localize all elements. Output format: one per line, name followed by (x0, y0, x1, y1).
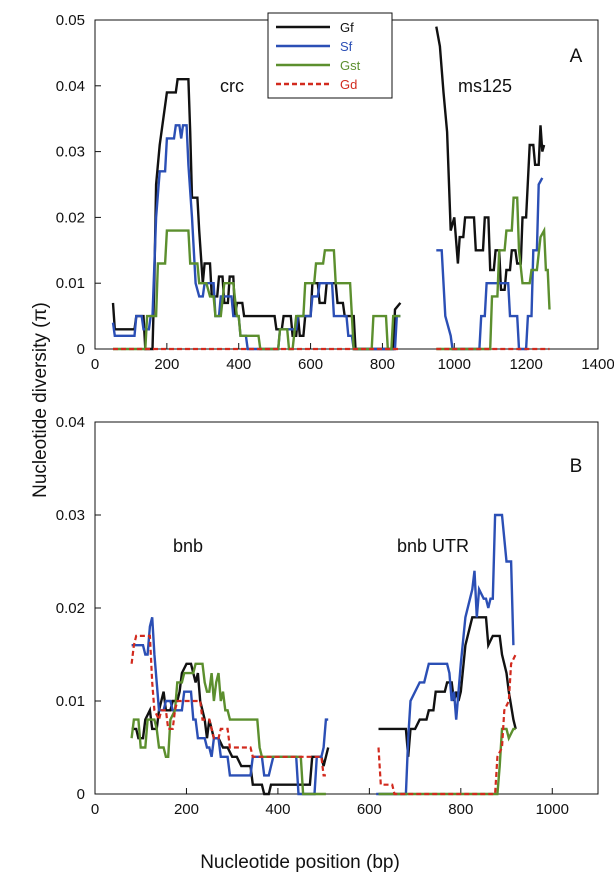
annotation-label: bnb UTR (397, 536, 469, 556)
y-tick-label: 0.04 (56, 414, 85, 431)
series-line-sf (376, 513, 515, 796)
annotation-label: crc (220, 76, 244, 96)
y-axis-title: Nucleotide diversity (π) (30, 302, 51, 498)
x-tick-label: 800 (370, 356, 395, 373)
x-tick-label: 400 (265, 801, 290, 818)
y-tick-label: 0.03 (56, 144, 85, 161)
y-tick-label: 0.01 (56, 693, 85, 710)
x-tick-label: 600 (357, 801, 382, 818)
legend-label-gst: Gst (340, 58, 361, 73)
series-line-gf (435, 26, 546, 291)
x-tick-label: 1000 (536, 801, 569, 818)
x-tick-label: 1000 (438, 356, 471, 373)
annotation-label: bnb (173, 536, 203, 556)
legend-label-sf: Sf (340, 39, 353, 54)
panel-label: B (570, 456, 583, 477)
y-tick-label: 0.02 (56, 600, 85, 617)
series-line-gst (436, 196, 551, 351)
series-line-gst (130, 662, 326, 796)
legend-label-gf: Gf (340, 20, 354, 35)
x-tick-label: 1400 (581, 356, 614, 373)
y-tick-label: 0 (77, 786, 85, 803)
x-tick-label: 0 (91, 801, 99, 818)
y-tick-label: 0.04 (56, 78, 85, 95)
legend: Gf Sf Gst Gd (267, 12, 393, 99)
series-line-gd (377, 654, 517, 796)
x-tick-label: 1200 (509, 356, 542, 373)
legend-box (267, 12, 393, 99)
panel-label: A (570, 46, 583, 67)
y-tick-label: 0.03 (56, 507, 85, 524)
x-tick-label: 600 (298, 356, 323, 373)
y-tick-label: 0.02 (56, 209, 85, 226)
y-tick-label: 0.05 (56, 12, 85, 29)
series-line-gf (378, 616, 517, 757)
x-tick-label: 200 (174, 801, 199, 818)
panel-a-chart: 0 200 400 600 800 1000 1200 1400 0 0.01 0.02 0.03 0.… (56, 12, 614, 373)
y-tick-label: 0.01 (56, 275, 85, 292)
annotation-label: ms125 (458, 76, 512, 96)
series-line-gst (113, 229, 401, 351)
legend-label-gd: Gd (340, 77, 357, 92)
series-line-gd (130, 634, 326, 777)
x-tick-label: 800 (448, 801, 473, 818)
x-tick-label: 200 (154, 356, 179, 373)
x-tick-label: 400 (226, 356, 251, 373)
series-line-sf (436, 177, 544, 351)
x-tick-label: 0 (91, 356, 99, 373)
x-axis-title: Nucleotide position (bp) (200, 852, 400, 873)
y-tick-label: 0 (77, 341, 85, 358)
